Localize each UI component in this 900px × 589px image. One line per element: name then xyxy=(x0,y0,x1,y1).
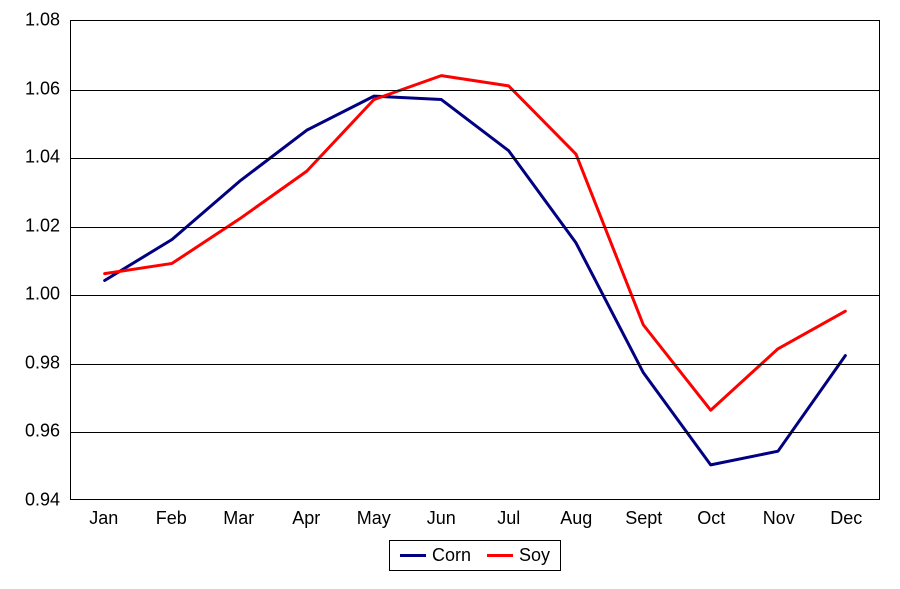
chart-lines xyxy=(71,21,879,499)
legend-label: Corn xyxy=(432,545,471,566)
gridline xyxy=(71,90,879,91)
y-axis-label: 1.02 xyxy=(0,215,60,236)
x-axis-label: Feb xyxy=(156,508,187,529)
x-axis-label: Dec xyxy=(830,508,862,529)
series-line-corn xyxy=(105,96,846,465)
x-axis-label: Jan xyxy=(89,508,118,529)
x-axis-label: Jun xyxy=(427,508,456,529)
legend: Corn Soy xyxy=(389,540,561,571)
plot-area xyxy=(70,20,880,500)
gridline xyxy=(71,364,879,365)
x-axis-label: Apr xyxy=(292,508,320,529)
x-axis-label: Sept xyxy=(625,508,662,529)
legend-item-soy: Soy xyxy=(487,545,550,566)
x-axis-label: Aug xyxy=(560,508,592,529)
x-axis-label: Mar xyxy=(223,508,254,529)
legend-item-corn: Corn xyxy=(400,545,471,566)
gridline xyxy=(71,158,879,159)
legend-label: Soy xyxy=(519,545,550,566)
x-axis-label: Nov xyxy=(763,508,795,529)
line-chart: Corn Soy 0.94 0.96 0.98 1.00 1.02 1.04 1.06 1.08… xyxy=(0,0,900,589)
gridline xyxy=(71,227,879,228)
x-axis-label: Oct xyxy=(697,508,725,529)
y-axis-label: 1.06 xyxy=(0,78,60,99)
y-axis-label: 1.00 xyxy=(0,284,60,305)
y-axis-label: 1.08 xyxy=(0,10,60,31)
gridline xyxy=(71,295,879,296)
x-axis-label: Jul xyxy=(497,508,520,529)
gridline xyxy=(71,432,879,433)
y-axis-label: 0.98 xyxy=(0,352,60,373)
y-axis-label: 0.96 xyxy=(0,421,60,442)
legend-swatch xyxy=(400,554,426,557)
y-axis-label: 1.04 xyxy=(0,147,60,168)
x-axis-label: May xyxy=(357,508,391,529)
y-axis-label: 0.94 xyxy=(0,490,60,511)
legend-swatch xyxy=(487,554,513,557)
